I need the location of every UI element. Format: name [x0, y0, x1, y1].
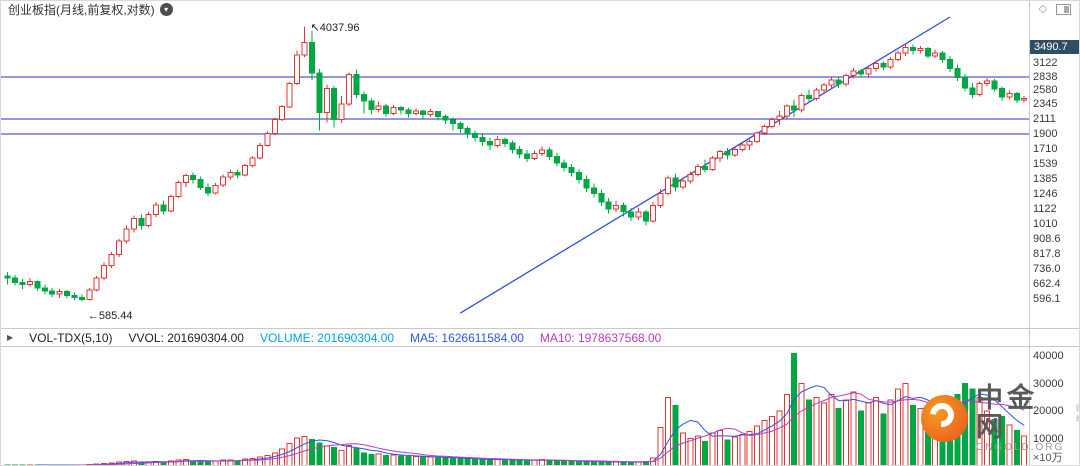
price-axis-label: 1246 — [1033, 188, 1058, 200]
header-toolbar: ◇ — [1039, 4, 1071, 15]
price-axis-label: 908.6 — [1033, 233, 1061, 245]
price-axis-label: 662.4 — [1033, 278, 1061, 290]
price-axis-label: 596.1 — [1033, 293, 1061, 305]
volume-bars — [4, 352, 1028, 465]
peak-price-annotation: ↖4037.96 — [310, 21, 360, 34]
price-axis-label: 2345 — [1033, 98, 1058, 110]
volume-axis-label: 10000 — [1033, 432, 1064, 445]
volume-ma10-line — [74, 392, 1025, 465]
price-axis-label: 817.8 — [1033, 248, 1061, 260]
price-axis-label: 2111 — [1033, 113, 1056, 125]
price-axis-label: 736.0 — [1033, 263, 1061, 275]
volume-axis-label: 20000 — [1033, 405, 1064, 417]
diamond-icon[interactable]: ◇ — [1038, 3, 1047, 15]
main-pane-divider — [1, 328, 1079, 329]
volume-axis-label: 30000 — [1033, 377, 1064, 390]
price-axis-label: 2838 — [1033, 70, 1058, 83]
price-axis-label: 3122 — [1033, 57, 1058, 70]
price-axis-label: 1010 — [1033, 217, 1058, 230]
chart-header: 创业板指(月线,前复权,对数) ▾ — [1, 1, 1021, 18]
price-axis-label: 1710 — [1033, 143, 1058, 155]
price-axis-label: 1900 — [1033, 128, 1058, 140]
price-axis-label: 1385 — [1033, 173, 1058, 185]
current-price-tag: 3490.7 — [1030, 40, 1079, 55]
price-axis-separator — [1029, 1, 1030, 465]
indicator-volume-value: VOLUME: 201690304.00 — [259, 330, 395, 345]
indicator-row[interactable]: ▶ VOL-TDX(5,10) VVOL: 201690304.00 VOLUM… — [1, 330, 1029, 345]
volume-axis-label: 40000 — [1033, 350, 1064, 362]
volume-unit-label: ×10万 — [1033, 452, 1063, 464]
low-price-annotation: ←585.44 — [87, 309, 133, 322]
price-axis-label: 1122 — [1033, 202, 1057, 215]
indicator-ma5-value: MA5: 1626611584.00 — [410, 330, 524, 345]
window-layout-icon[interactable] — [1056, 4, 1071, 15]
indicator-ma10-value: MA10: 1978637568.00 — [539, 330, 662, 345]
window-layout-fill — [1064, 6, 1069, 13]
symbol-switch-icon[interactable]: ▾ — [159, 3, 173, 16]
chart-title: 创业板指(月线,前复权,对数) — [8, 3, 155, 17]
volume-pane-divider — [1, 346, 1079, 347]
indicator-caret-icon[interactable]: ▶ — [7, 332, 14, 342]
indicator-vvol-value: VVOL: 201690304.00 — [128, 330, 244, 345]
support-resistance-lines — [1, 76, 1029, 135]
price-axis-label: 2580 — [1033, 84, 1058, 97]
indicator-name[interactable]: VOL-TDX(5,10) — [29, 330, 113, 345]
price-axis-label: 1539 — [1033, 158, 1058, 170]
candlestick-series — [4, 26, 1028, 302]
